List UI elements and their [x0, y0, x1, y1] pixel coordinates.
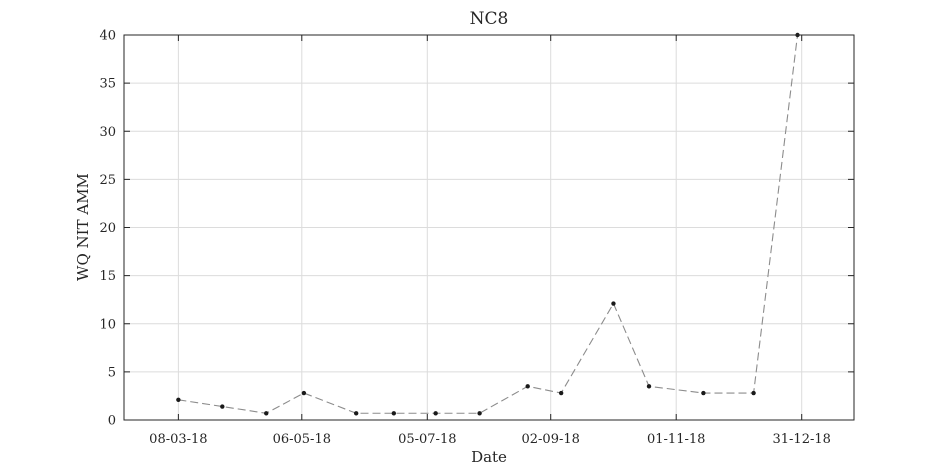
x-tick-label: 06-05-18: [273, 432, 331, 447]
y-tick-label: 10: [99, 317, 116, 332]
data-point: [701, 390, 706, 396]
data-point: [301, 390, 307, 396]
y-tick-label: 5: [108, 365, 116, 380]
data-point: [477, 411, 482, 416]
y-tick-label: 40: [99, 29, 116, 44]
grid-layer: [124, 34, 854, 421]
y-tick-label: 20: [99, 221, 116, 236]
data-point: [751, 390, 756, 396]
chart-title: NC8: [470, 9, 509, 29]
y-tick-label: 25: [99, 173, 116, 188]
data-point: [433, 411, 438, 416]
series-layer: [176, 32, 800, 416]
x-tick-label: 05-07-18: [398, 432, 456, 447]
series-line: [178, 34, 799, 414]
axes-layer: 08-03-18 06-05-18 05-07-18 02-09-18 01-11-18…: [99, 29, 855, 447]
y-tick-label: 15: [99, 269, 116, 284]
y-tick-label: 0: [108, 414, 116, 429]
data-point: [611, 301, 616, 306]
data-point: [264, 411, 269, 416]
data-point: [353, 411, 359, 416]
x-tick-label: 01-11-18: [647, 432, 705, 447]
x-tick-label: 08-03-18: [149, 432, 207, 447]
x-tick-label: 02-09-18: [521, 432, 579, 447]
data-point: [558, 390, 564, 396]
data-point: [176, 397, 181, 402]
x-axis-label: Date: [471, 448, 507, 466]
x-tick-label: 31-12-18: [772, 432, 830, 447]
y-tick-label: 30: [99, 125, 116, 140]
y-tick-label: 35: [99, 77, 116, 92]
data-point: [525, 384, 530, 389]
data-point: [646, 384, 652, 389]
data-point: [220, 404, 225, 409]
y-axis-label: WQ NIT AMM: [74, 173, 92, 281]
data-point: [391, 411, 397, 416]
